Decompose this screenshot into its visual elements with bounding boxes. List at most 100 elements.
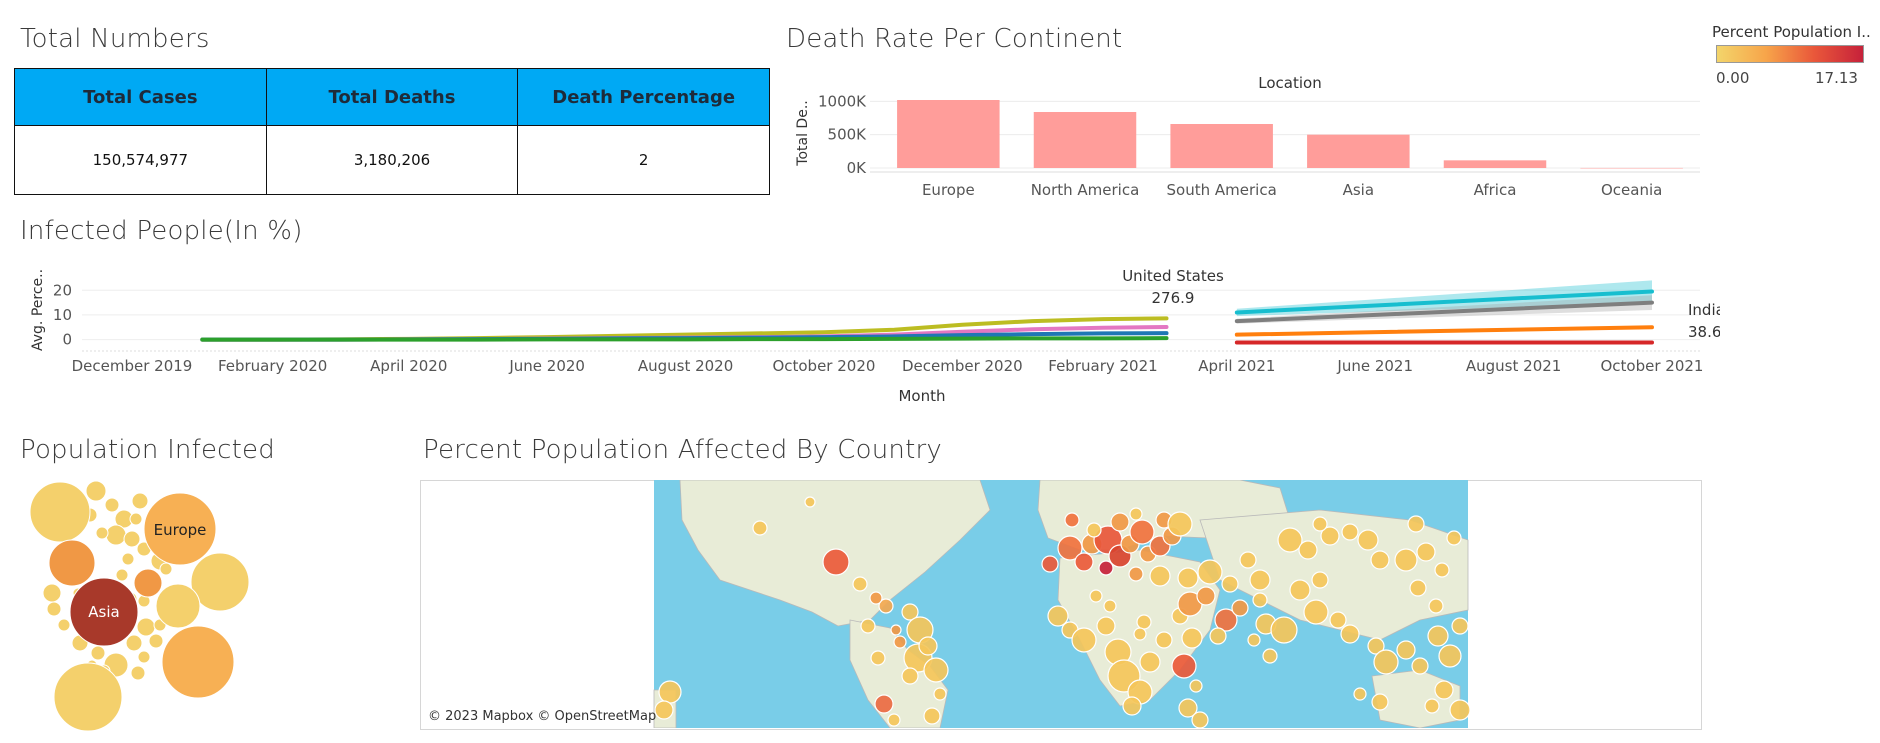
country-bubble[interactable]	[918, 636, 938, 656]
country-bubble[interactable]	[870, 650, 886, 666]
country-bubble[interactable]	[1197, 559, 1223, 585]
country-bubble[interactable]	[1394, 548, 1418, 572]
bubble[interactable]	[133, 568, 163, 598]
country-bubble[interactable]	[1181, 627, 1203, 649]
country-bubble[interactable]	[1249, 569, 1271, 591]
country-bubble[interactable]	[1221, 575, 1239, 593]
bubble[interactable]	[95, 526, 109, 540]
bubble[interactable]	[129, 512, 143, 526]
country-bubble[interactable]	[1089, 589, 1103, 603]
country-bubble[interactable]	[1311, 571, 1329, 589]
country-bubble[interactable]	[1270, 616, 1298, 644]
country-bubble[interactable]	[1128, 566, 1144, 582]
country-bubble[interactable]	[1446, 530, 1462, 546]
bubble[interactable]	[46, 601, 62, 617]
country-bubble[interactable]	[1289, 579, 1311, 601]
bubble[interactable]	[190, 552, 250, 612]
country-bubble[interactable]	[1451, 617, 1469, 635]
country-bubble[interactable]	[1396, 640, 1416, 660]
country-bubble[interactable]	[1103, 599, 1117, 613]
bubble[interactable]	[155, 583, 201, 629]
country-bubble[interactable]	[654, 700, 674, 720]
country-bubble[interactable]	[1367, 637, 1385, 655]
country-bubble[interactable]	[1133, 627, 1147, 641]
bubble[interactable]	[161, 625, 235, 699]
country-bubble[interactable]	[1277, 527, 1303, 553]
country-bubble[interactable]	[1320, 526, 1340, 546]
country-bubble[interactable]	[874, 694, 894, 714]
country-bubble[interactable]	[869, 591, 883, 605]
country-bubble[interactable]	[890, 624, 902, 636]
bar-europe[interactable]	[897, 100, 1000, 168]
country-bubble[interactable]	[1129, 519, 1155, 545]
bubble[interactable]	[57, 618, 71, 632]
bar-north-america[interactable]	[1033, 112, 1137, 168]
country-bubble[interactable]	[1096, 616, 1116, 636]
country-bubble[interactable]	[1262, 648, 1278, 664]
population-infected-bubble-chart[interactable]: Europe Asia	[20, 475, 270, 735]
country-bubble[interactable]	[1086, 522, 1102, 538]
country-bubble[interactable]	[752, 520, 768, 536]
country-bubble[interactable]	[1171, 653, 1197, 679]
country-bubble[interactable]	[1139, 651, 1161, 673]
country-bubble[interactable]	[1057, 535, 1083, 561]
country-bubble[interactable]	[1252, 592, 1268, 608]
country-bubble[interactable]	[1149, 565, 1171, 587]
trend-series-4[interactable]	[1234, 289, 1654, 315]
bubble[interactable]	[121, 552, 135, 566]
color-legend-title[interactable]: Percent Population I..	[1712, 23, 1871, 41]
country-bubble[interactable]	[1353, 687, 1367, 701]
country-bubble[interactable]	[1196, 586, 1216, 606]
death-rate-bar-chart[interactable]: Location Total De.. 0K 500K 1000K Europe North…	[780, 68, 1710, 208]
country-bubble[interactable]	[1110, 512, 1130, 532]
bubble[interactable]	[136, 617, 156, 637]
country-bubble[interactable]	[1373, 649, 1399, 675]
country-bubble[interactable]	[1239, 551, 1257, 569]
country-bubble[interactable]	[1371, 693, 1389, 711]
trend-series-5[interactable]	[1234, 300, 1654, 324]
kpi-header-death-percentage[interactable]: Death Percentage	[517, 68, 770, 126]
country-bubble[interactable]	[1167, 511, 1193, 537]
country-bubble[interactable]	[1178, 698, 1198, 718]
kpi-header-total-cases[interactable]: Total Cases	[14, 68, 267, 126]
bubble[interactable]	[143, 492, 217, 566]
bubble[interactable]	[29, 481, 91, 543]
bubble[interactable]	[69, 577, 139, 647]
country-bubble[interactable]	[1434, 680, 1454, 700]
country-bubble[interactable]	[1428, 598, 1444, 614]
bar-asia[interactable]	[1307, 134, 1410, 168]
country-bubble[interactable]	[1247, 633, 1261, 647]
country-bubble[interactable]	[1071, 627, 1097, 653]
trend-series-6[interactable]	[1234, 325, 1654, 337]
kpi-value-total-cases[interactable]: 150,574,977	[14, 125, 267, 195]
country-bubble[interactable]	[1041, 555, 1059, 573]
country-bubble[interactable]	[1438, 644, 1462, 668]
country-bubble[interactable]	[887, 713, 901, 727]
bubble[interactable]	[48, 539, 96, 587]
country-bubble[interactable]	[1409, 579, 1427, 597]
country-bubble[interactable]	[1357, 529, 1379, 551]
country-bubble[interactable]	[1231, 599, 1249, 617]
bubble[interactable]	[130, 665, 146, 681]
country-bubble[interactable]	[1411, 657, 1429, 675]
country-bubble[interactable]	[804, 496, 816, 508]
country-bubble[interactable]	[878, 598, 894, 614]
country-bubble[interactable]	[658, 680, 682, 704]
bubble[interactable]	[123, 530, 141, 548]
country-bubble[interactable]	[1312, 516, 1328, 532]
kpi-header-total-deaths[interactable]: Total Deaths	[265, 68, 519, 126]
country-bubble[interactable]	[1370, 550, 1390, 570]
country-bubble[interactable]	[1064, 512, 1080, 528]
country-bubble[interactable]	[1298, 540, 1318, 560]
country-bubble[interactable]	[1303, 599, 1329, 625]
bar-oceania[interactable]	[1580, 167, 1683, 169]
country-bubble[interactable]	[923, 707, 941, 725]
bar-africa[interactable]	[1443, 160, 1547, 168]
bubble[interactable]	[53, 662, 123, 732]
country-bubble[interactable]	[1329, 611, 1347, 629]
country-bubble[interactable]	[1416, 542, 1436, 562]
bubble[interactable]	[137, 650, 151, 664]
kpi-value-death-percentage[interactable]: 2	[517, 125, 770, 195]
country-bubble[interactable]	[933, 687, 947, 701]
country-bubble[interactable]	[860, 618, 876, 634]
